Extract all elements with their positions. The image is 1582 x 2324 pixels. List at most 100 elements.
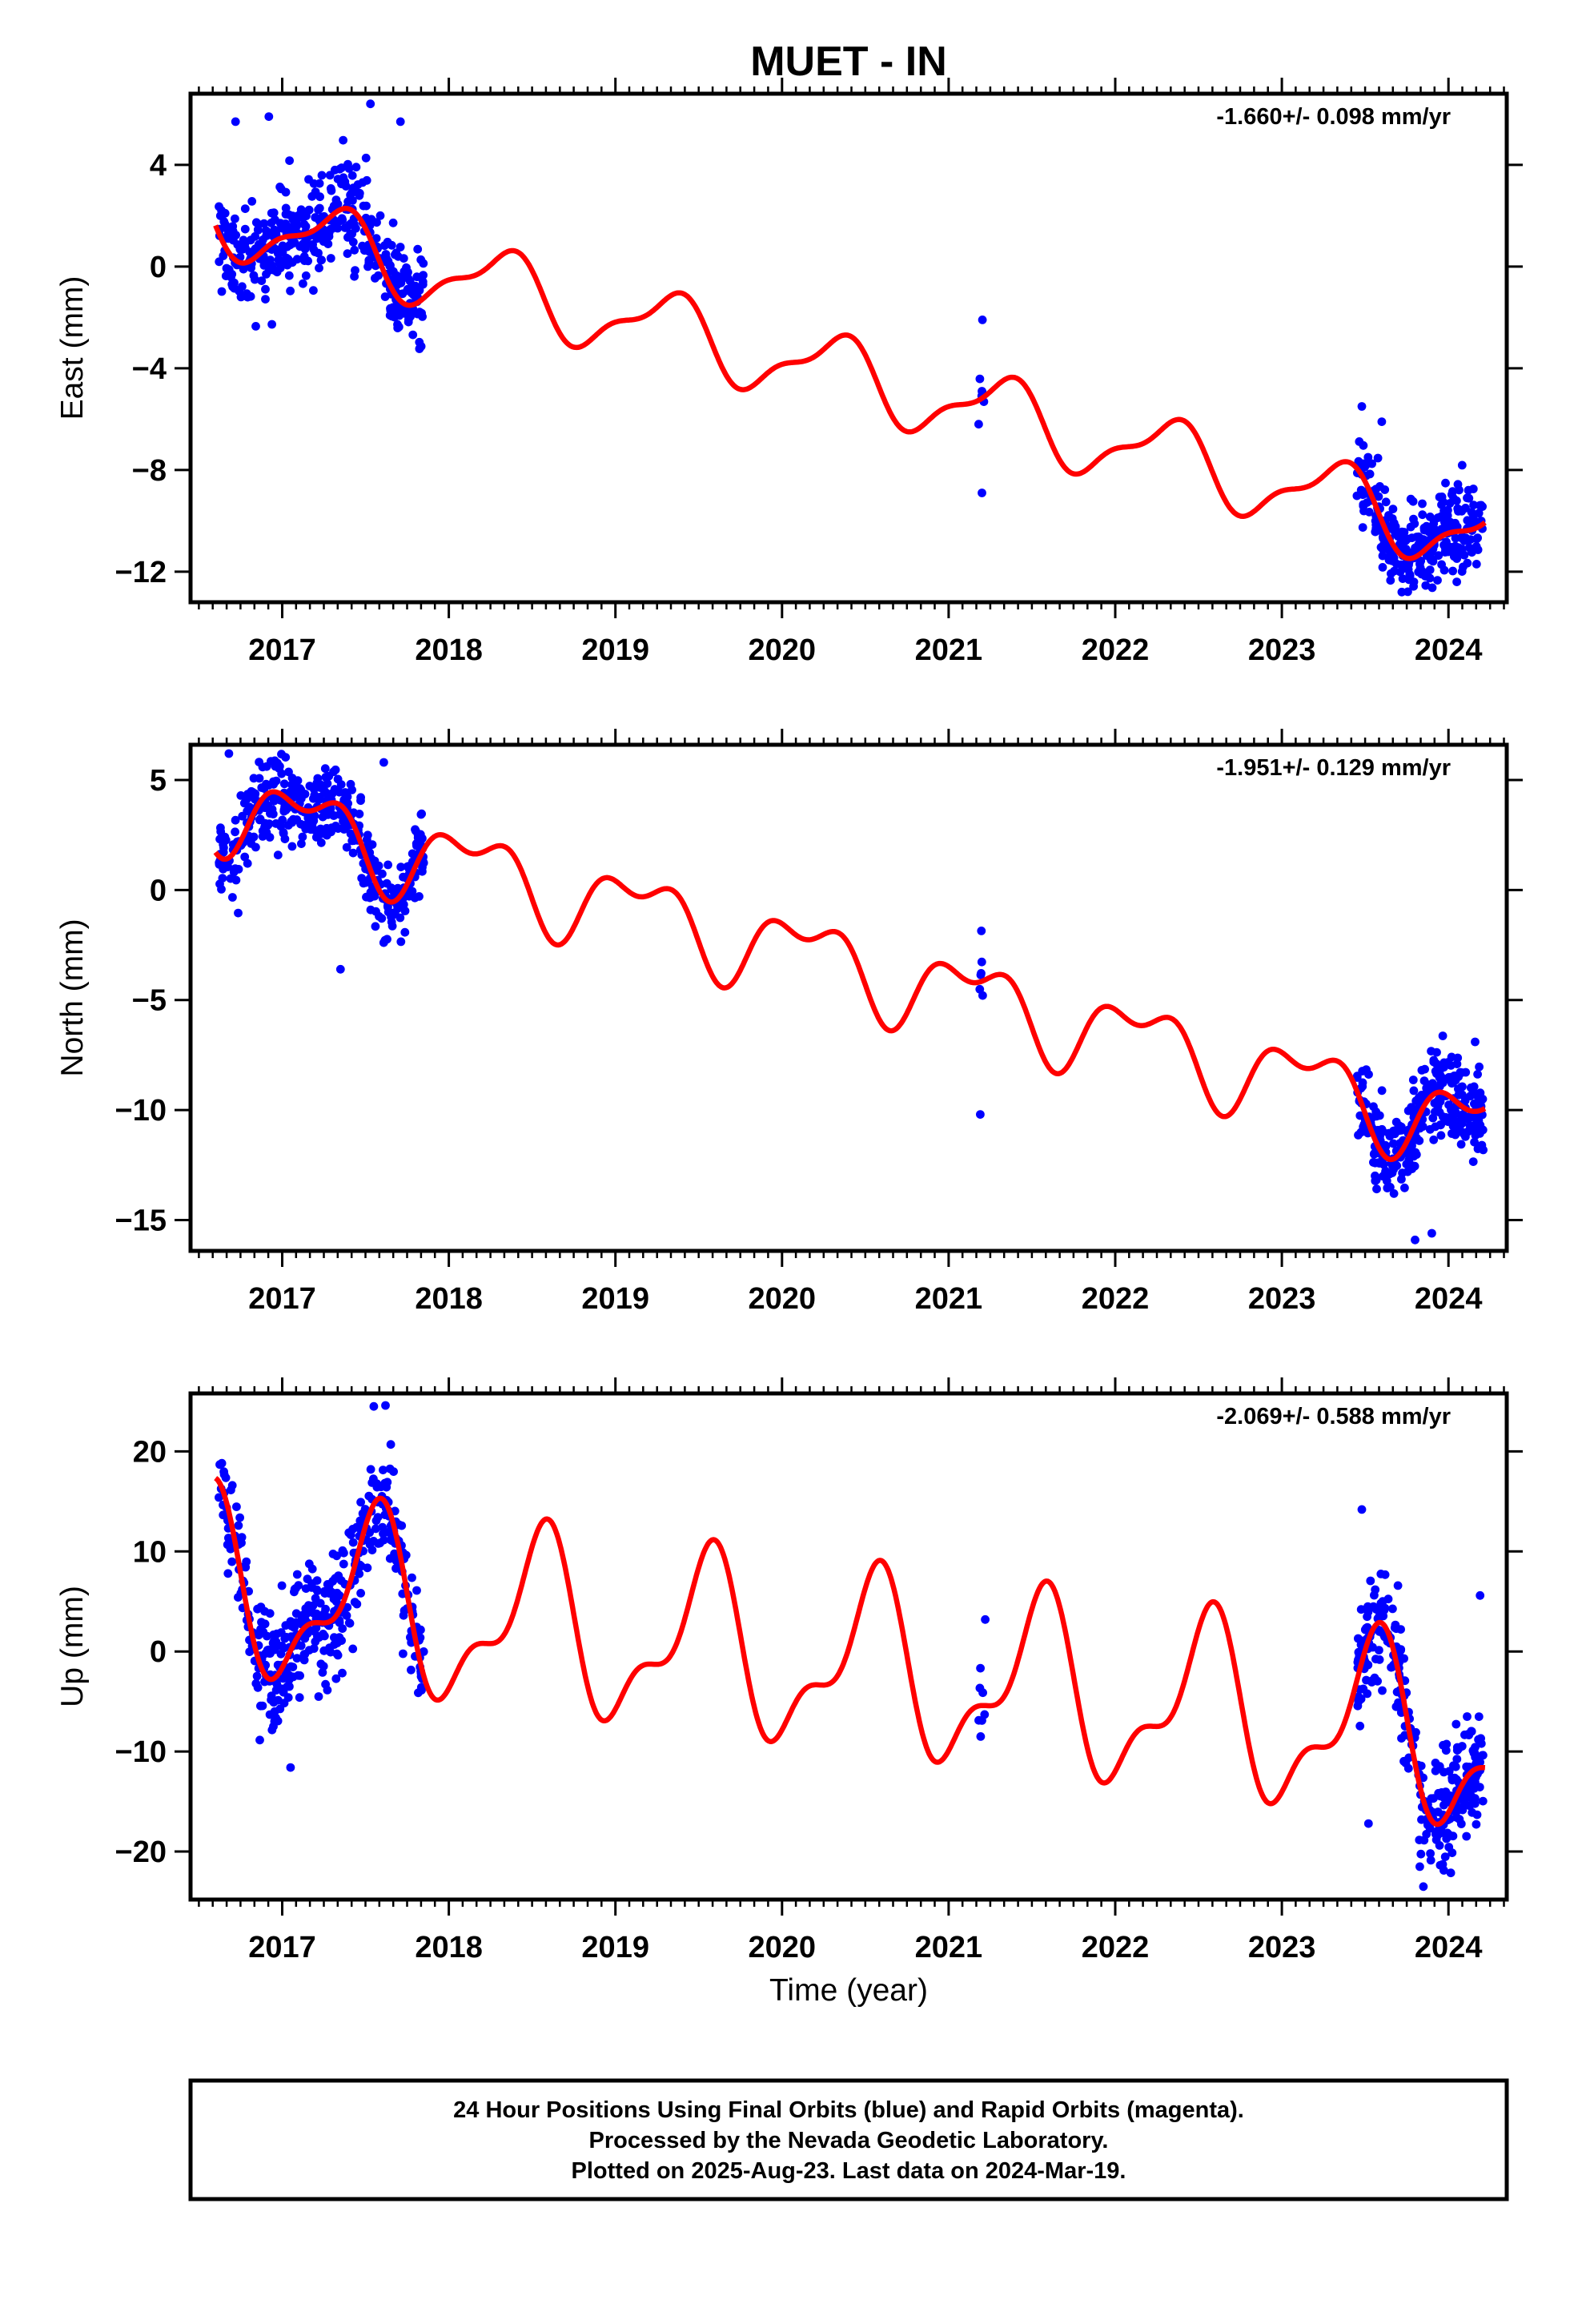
- north-observation-point: [977, 969, 986, 978]
- east-observation-point: [1376, 543, 1386, 552]
- up-observation-point: [235, 1513, 244, 1522]
- north-observation-point: [1457, 1082, 1466, 1092]
- east-observation-point: [284, 271, 294, 280]
- east-observation-point: [1439, 541, 1448, 549]
- up-observation-point: [1373, 1676, 1382, 1686]
- east-observation-point: [1356, 485, 1366, 495]
- east-observation-point: [327, 224, 337, 233]
- north-observation-point: [333, 824, 343, 833]
- up-observation-point: [291, 1584, 300, 1593]
- east-observation-point: [238, 282, 247, 292]
- up-observation-point: [1439, 1800, 1448, 1810]
- east-observation-point: [1371, 485, 1381, 494]
- north-y-tick-label: −15: [115, 1204, 167, 1238]
- east-observation-point: [415, 337, 424, 347]
- east-observation-point: [396, 117, 405, 127]
- east-panel: 2017 2018 2019 2020 2021 2022 2023 2024 −12 −8 −4 0…: [55, 78, 1523, 667]
- north-x-tick-label: 2024: [1415, 1282, 1483, 1316]
- up-observation-point: [1435, 1762, 1444, 1771]
- up-observation-point: [335, 1591, 344, 1600]
- east-observation-point: [284, 210, 294, 219]
- north-observation-point: [1411, 1235, 1419, 1244]
- up-observation-point: [330, 1640, 339, 1650]
- north-observation-point: [1352, 1073, 1362, 1082]
- up-y-axis-label: Up (mm): [55, 1586, 90, 1707]
- up-observation-point: [378, 1522, 387, 1532]
- east-x-tick-label: 2023: [1248, 633, 1316, 667]
- up-observation-point: [389, 1467, 398, 1476]
- up-observation-point: [332, 1649, 342, 1659]
- north-observation-point: [1473, 1070, 1482, 1079]
- north-observation-point: [277, 750, 286, 759]
- up-observation-point: [1371, 1655, 1380, 1664]
- east-observation-point: [1472, 560, 1481, 569]
- east-observation-point: [1405, 571, 1415, 581]
- north-observation-point: [335, 964, 345, 974]
- east-x-tick-label: 2021: [915, 633, 983, 667]
- up-observation-point: [342, 1611, 351, 1620]
- north-observation-point: [247, 839, 256, 848]
- east-observation-point: [229, 235, 238, 245]
- north-observation-point: [383, 860, 392, 870]
- up-observation-point: [1391, 1624, 1401, 1634]
- east-observation-point: [371, 234, 381, 243]
- north-observation-point: [1408, 1076, 1418, 1084]
- up-observation-point: [371, 1524, 380, 1534]
- north-observation-point: [320, 764, 330, 774]
- up-observation-point: [1353, 1693, 1363, 1703]
- east-observation-point: [400, 267, 409, 276]
- north-observation-point: [1451, 1116, 1460, 1126]
- north-observation-point: [1454, 1090, 1464, 1100]
- north-observation-point: [238, 811, 247, 821]
- north-observation-point: [231, 827, 239, 837]
- east-observation-point: [246, 292, 255, 301]
- up-x-tick-label: 2019: [581, 1931, 649, 1964]
- east-x-tick-label: 2017: [248, 633, 316, 667]
- up-observation-point: [251, 1679, 261, 1688]
- north-observation-point: [1475, 1062, 1484, 1072]
- up-observation-point: [1396, 1646, 1405, 1655]
- up-observation-point: [1425, 1823, 1435, 1833]
- east-observation-point: [1451, 533, 1460, 543]
- up-observation-point: [381, 1401, 390, 1410]
- up-observation-point: [241, 1562, 251, 1572]
- north-observation-point: [1381, 1167, 1390, 1176]
- east-observation-point: [267, 320, 276, 329]
- up-y-tick-label: 0: [150, 1635, 167, 1669]
- up-observation-point: [1416, 1761, 1426, 1771]
- east-observation-point: [1421, 581, 1431, 590]
- north-observation-point: [278, 815, 287, 825]
- north-observation-point: [1400, 1183, 1409, 1192]
- east-observation-point: [1464, 485, 1473, 495]
- north-observation-point: [1471, 1037, 1480, 1047]
- up-observation-point: [258, 1701, 267, 1711]
- up-observation-point: [224, 1534, 233, 1542]
- up-observation-point: [356, 1498, 365, 1507]
- east-observation-point: [1453, 504, 1463, 513]
- east-observation-point: [254, 226, 263, 235]
- north-observation-point: [240, 852, 250, 862]
- up-observation-point: [408, 1573, 416, 1582]
- east-observation-point: [415, 344, 424, 353]
- north-observation-point: [1470, 1137, 1479, 1147]
- up-observation-point: [227, 1557, 237, 1566]
- north-observation-point: [1389, 1189, 1399, 1198]
- east-observation-point: [396, 278, 406, 287]
- up-observation-point: [338, 1668, 347, 1678]
- east-observation-point: [1463, 558, 1472, 568]
- up-observation-point: [412, 1586, 421, 1595]
- up-observation-point: [1359, 1684, 1368, 1694]
- east-observation-point: [1443, 511, 1452, 521]
- north-observation-point: [1391, 1117, 1401, 1127]
- east-observation-point: [1433, 576, 1442, 585]
- east-observation-point: [1399, 528, 1409, 537]
- east-observation-point: [348, 196, 357, 205]
- up-observation-point: [1460, 1730, 1469, 1739]
- east-observation-point: [339, 135, 347, 145]
- up-observation-point: [1416, 1849, 1426, 1859]
- east-observation-point: [350, 245, 359, 255]
- east-model-curve: [213, 205, 1487, 561]
- up-observation-point: [273, 1716, 283, 1726]
- up-observation-point: [1363, 1819, 1373, 1828]
